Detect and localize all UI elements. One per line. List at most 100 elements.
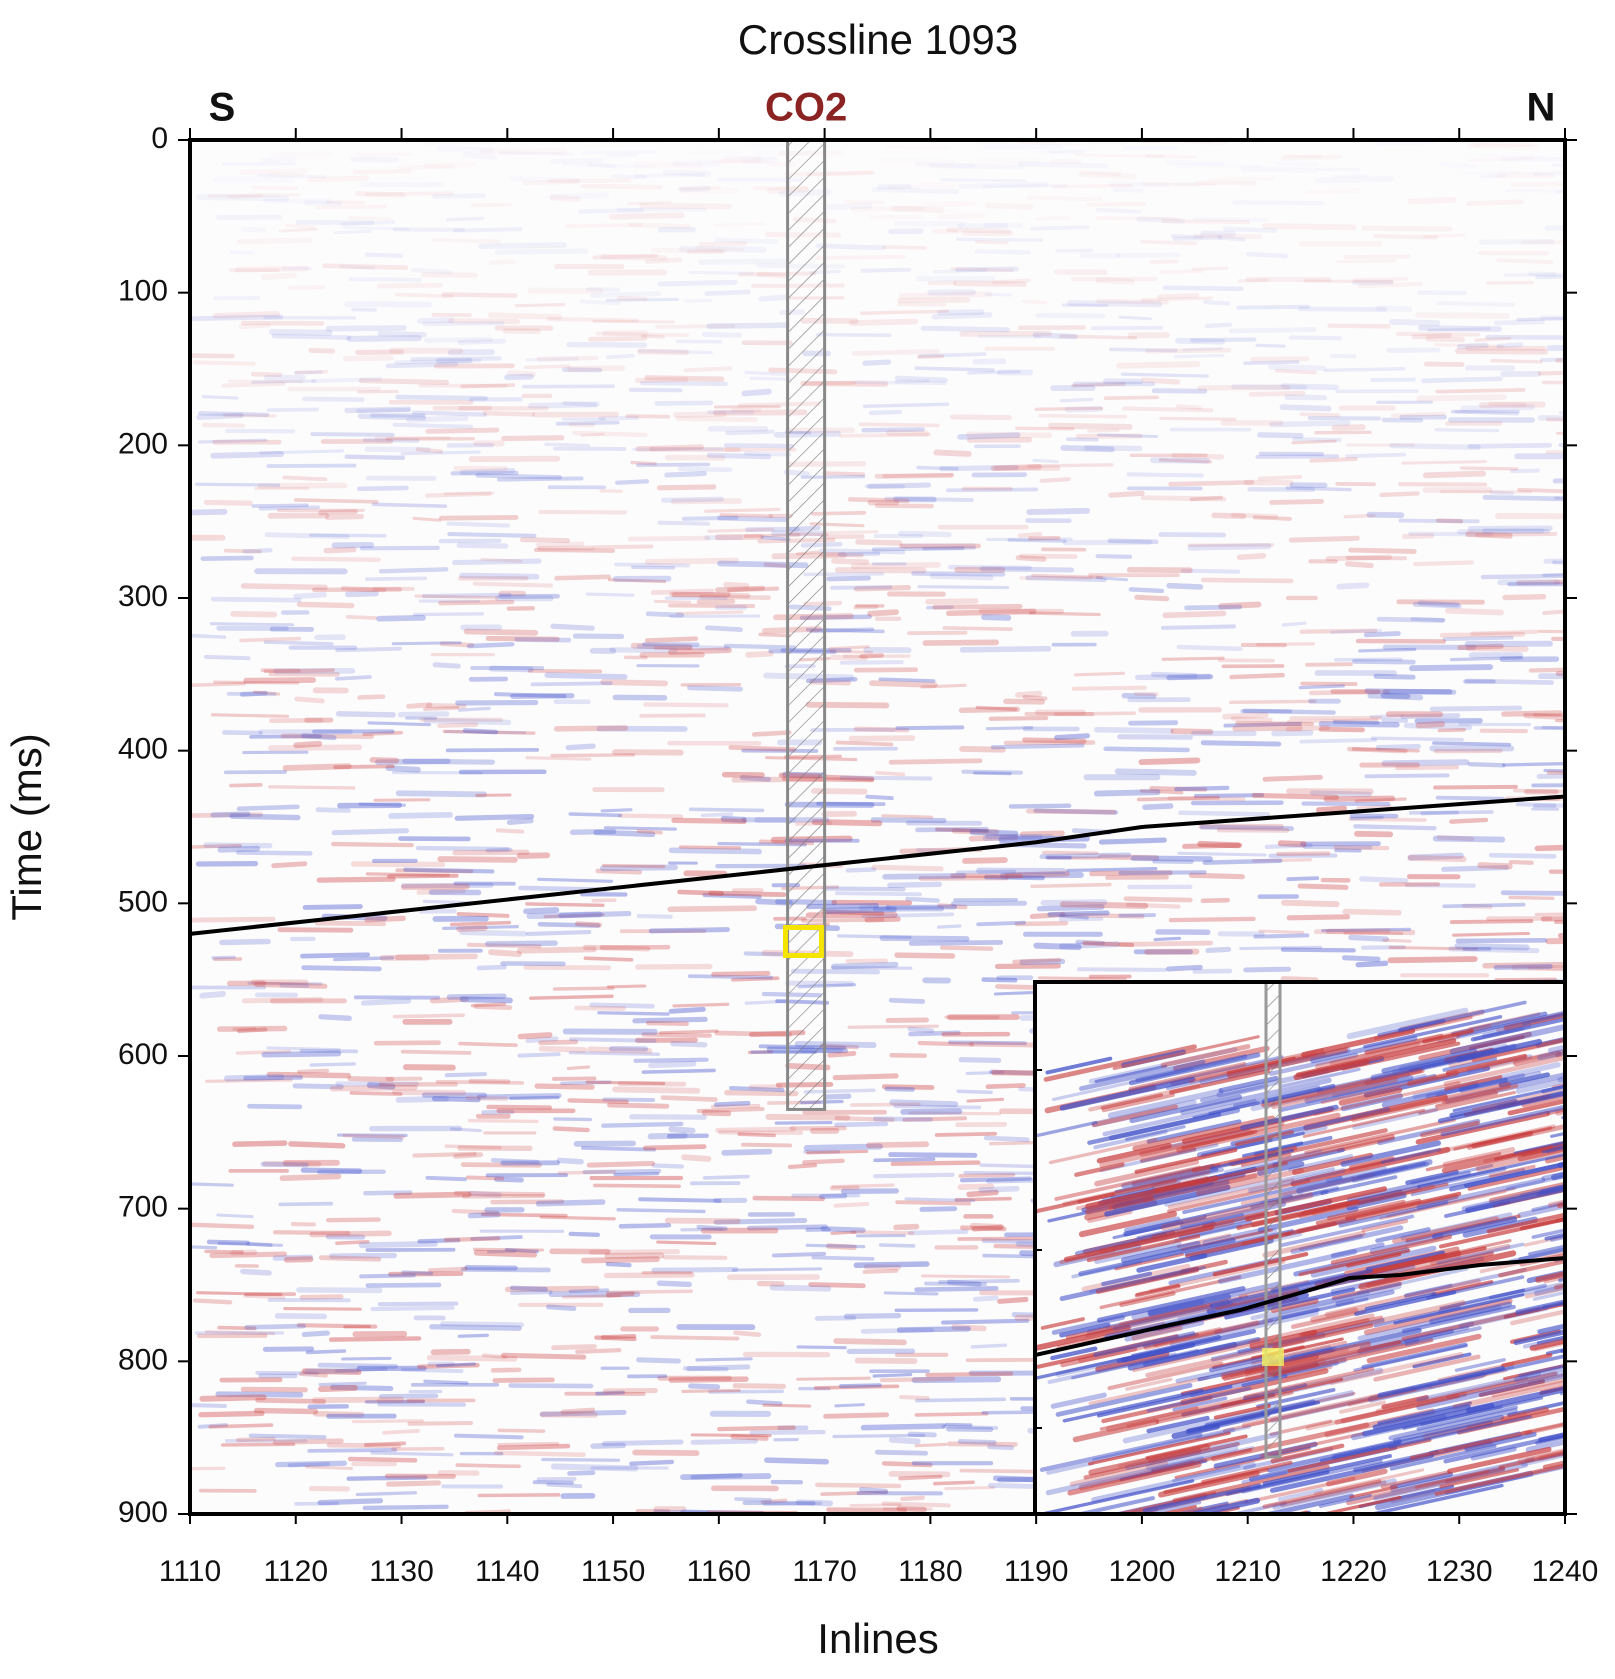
seismic-stripe	[481, 245, 564, 246]
seismic-stripe	[302, 1297, 341, 1298]
seismic-stripe	[773, 1288, 829, 1289]
seismic-stripe	[193, 1225, 252, 1227]
seismic-stripe	[554, 1467, 636, 1469]
seismic-stripe	[980, 160, 1038, 161]
seismic-stripe	[705, 1113, 729, 1114]
seismic-stripe	[479, 1495, 558, 1496]
y-tick-label: 700	[118, 1191, 168, 1224]
seismic-stripe	[743, 1145, 790, 1146]
seismic-stripe	[509, 821, 531, 823]
y-tick-label: 900	[118, 1496, 168, 1529]
seismic-stripe	[1097, 792, 1158, 794]
seismic-stripe	[1410, 200, 1454, 202]
seismic-stripe	[373, 1308, 453, 1309]
seismic-stripe	[449, 534, 534, 536]
seismic-stripe	[350, 1459, 415, 1460]
seismic-stripe	[511, 1097, 558, 1098]
seismic-stripe	[372, 760, 396, 761]
seismic-stripe	[359, 697, 383, 698]
seismic-stripe	[919, 587, 1008, 588]
seismic-stripe	[891, 1474, 947, 1475]
seismic-stripe	[218, 1215, 252, 1217]
seismic-stripe	[403, 1272, 431, 1273]
seismic-stripe	[986, 1138, 1027, 1140]
seismic-stripe	[354, 1421, 423, 1422]
seismic-stripe	[762, 537, 788, 539]
seismic-stripe	[287, 226, 314, 228]
seismic-stripe	[590, 338, 645, 339]
seismic-stripe	[1444, 905, 1523, 907]
seismic-stripe	[1351, 937, 1387, 939]
inset-stripe	[1042, 1524, 1102, 1537]
seismic-stripe	[375, 800, 429, 801]
seismic-stripe	[555, 988, 613, 989]
seismic-stripe	[397, 295, 452, 297]
seismic-stripe	[875, 1119, 930, 1120]
seismic-stripe	[1044, 853, 1097, 854]
seismic-stripe	[895, 1106, 979, 1107]
seismic-stripe	[829, 206, 870, 208]
seismic-stripe	[278, 1463, 345, 1464]
seismic-stripe	[460, 708, 489, 710]
seismic-stripe	[693, 1441, 755, 1442]
seismic-stripe	[961, 1060, 998, 1061]
seismic-stripe	[1165, 288, 1241, 289]
seismic-stripe	[1377, 142, 1432, 144]
seismic-stripe	[1176, 788, 1227, 789]
seismic-stripe	[988, 205, 1031, 207]
seismic-stripe	[331, 1338, 419, 1339]
seismic-stripe	[333, 1088, 415, 1089]
x-tick-label: 1210	[1214, 1555, 1281, 1588]
seismic-stripe	[499, 1430, 543, 1431]
x-tick-label: 1230	[1426, 1555, 1493, 1588]
seismic-stripe	[191, 1247, 216, 1248]
seismic-stripe	[554, 1347, 595, 1348]
seismic-stripe	[1185, 845, 1240, 846]
seismic-stripe	[264, 275, 294, 277]
seismic-stripe	[1366, 775, 1447, 776]
seismic-stripe	[1426, 474, 1483, 476]
seismic-stripe	[414, 413, 485, 415]
seismic-stripe	[1468, 202, 1521, 204]
seismic-stripe	[496, 694, 565, 696]
seismic-stripe	[497, 251, 586, 252]
seismic-stripe	[553, 160, 601, 161]
seismic-stripe	[1540, 373, 1583, 374]
seismic-stripe	[253, 374, 280, 375]
seismic-stripe	[585, 958, 631, 960]
seismic-stripe	[1442, 634, 1523, 635]
seismic-stripe	[982, 569, 1071, 570]
seismic-stripe	[1518, 804, 1555, 805]
seismic-stripe	[393, 643, 460, 644]
seismic-stripe	[608, 356, 633, 357]
seismic-stripe	[1415, 604, 1459, 606]
seismic-stripe	[336, 231, 371, 232]
seismic-stripe	[990, 1447, 1012, 1448]
seismic-stripe	[274, 336, 349, 337]
seismic-stripe	[755, 1198, 823, 1199]
seismic-stripe	[1379, 619, 1442, 620]
seismic-stripe	[1512, 471, 1538, 472]
seismic-stripe	[1057, 736, 1088, 738]
seismic-stripe	[1336, 659, 1401, 660]
seismic-stripe	[543, 1460, 618, 1461]
seismic-stripe	[496, 1453, 583, 1455]
seismic-stripe	[1186, 607, 1239, 608]
seismic-stripe	[425, 323, 503, 324]
seismic-stripe	[842, 662, 902, 663]
seismic-stripe	[1139, 798, 1218, 800]
seismic-stripe	[1142, 242, 1196, 244]
seismic-stripe	[440, 859, 515, 860]
seismic-stripe	[1203, 900, 1228, 901]
seismic-stripe	[1142, 760, 1198, 762]
seismic-stripe	[280, 1204, 331, 1205]
seismic-stripe	[475, 584, 551, 586]
seismic-stripe	[238, 1439, 273, 1440]
seismic-stripe	[889, 433, 926, 434]
seismic-stripe	[603, 257, 664, 258]
seismic-stripe	[1321, 729, 1362, 730]
seismic-stripe	[1014, 960, 1059, 962]
seismic-stripe	[202, 994, 223, 996]
seismic-stripe	[836, 1405, 863, 1406]
